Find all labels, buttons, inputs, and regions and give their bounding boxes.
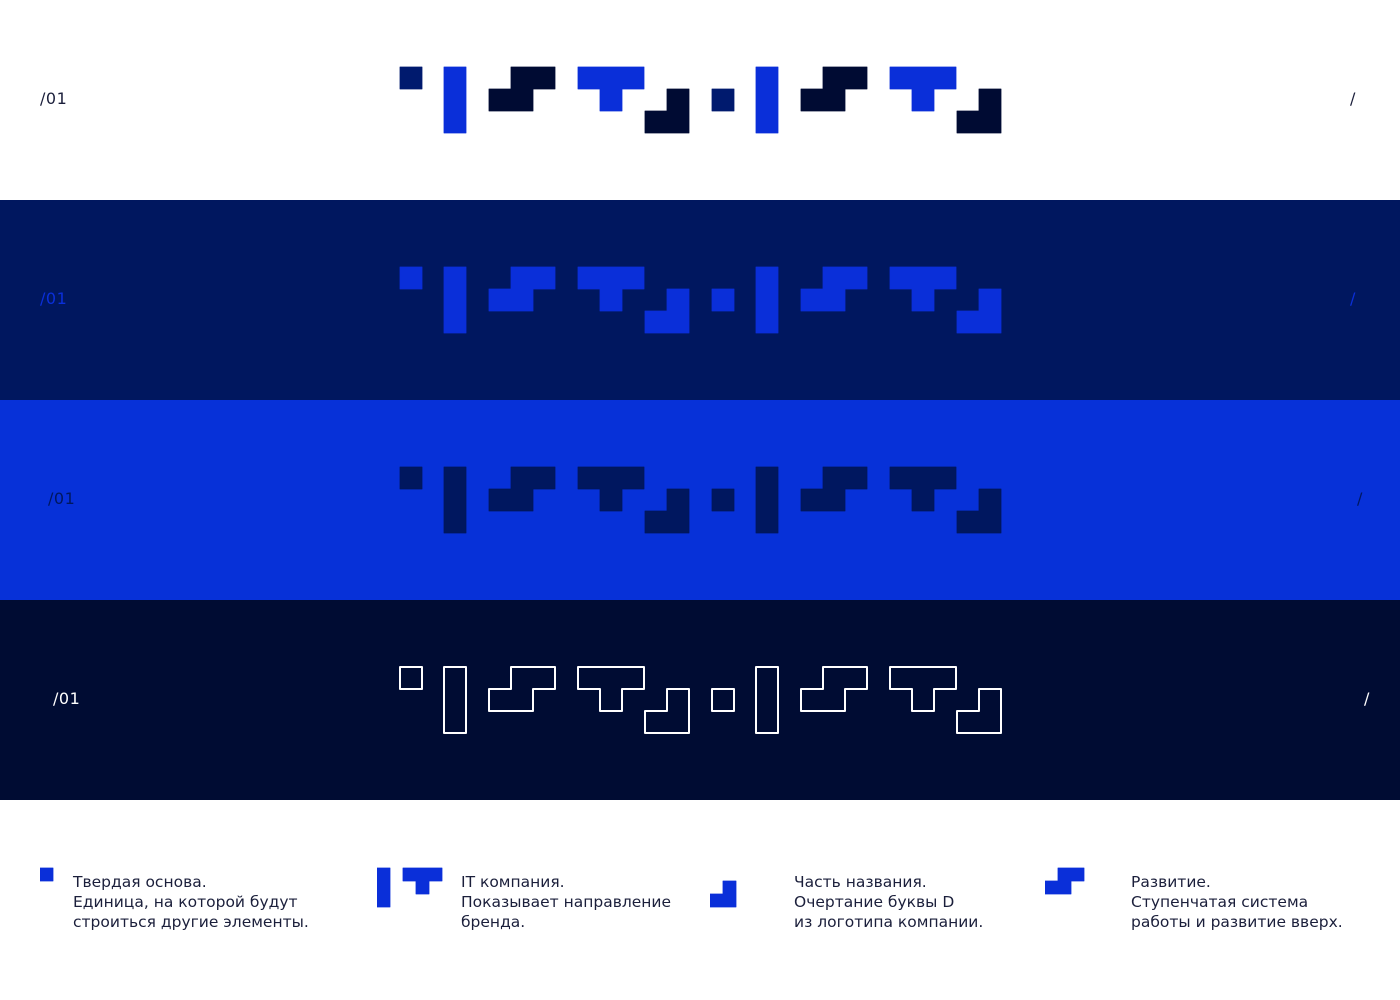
row-index-label: /01	[48, 489, 76, 508]
stair-shape	[1045, 867, 1085, 895]
pattern-row-4: /01 /	[0, 600, 1400, 800]
legend-text: Развитие. Ступенчатая система работы и р…	[1131, 872, 1343, 932]
square-shape	[399, 66, 423, 90]
bar-shape	[377, 867, 391, 908]
pattern-graphic	[399, 666, 1002, 734]
row-index-label: /01	[53, 689, 81, 708]
stair-shape	[800, 466, 868, 512]
square-shape	[711, 88, 735, 112]
legend-line: Твердая основа.	[73, 873, 207, 891]
tee-shape	[577, 666, 645, 712]
corner-shape	[644, 288, 690, 334]
square-shape	[711, 488, 735, 512]
pattern-row-2: /01 /	[0, 200, 1400, 400]
square-shape	[399, 266, 423, 290]
pattern-graphic	[399, 66, 1002, 134]
bar-shape	[755, 466, 779, 534]
legend-line: Развитие.	[1131, 873, 1211, 891]
bar-shape	[443, 666, 467, 734]
tee-shape	[577, 466, 645, 512]
bar-shape	[755, 266, 779, 334]
bar-shape	[443, 466, 467, 534]
pattern-row-3: /01 /	[0, 400, 1400, 600]
row-index-label: /01	[40, 89, 68, 108]
corner-shape	[644, 88, 690, 134]
square-shape	[40, 867, 54, 882]
corner-shape	[710, 880, 737, 908]
corner-shape	[956, 688, 1002, 734]
square-shape	[399, 466, 423, 490]
square-shape	[711, 688, 735, 712]
row-slash-label: /	[1357, 489, 1363, 508]
corner-shape	[644, 688, 690, 734]
pattern-row-1: /01 /	[0, 0, 1400, 200]
stair-shape	[800, 666, 868, 712]
legend-line: бренда.	[461, 913, 526, 931]
square-shape	[711, 288, 735, 312]
legend-line: работы и развитие вверх.	[1131, 913, 1343, 931]
legend-line: Часть названия.	[794, 873, 927, 891]
it-icon	[377, 867, 443, 908]
stair-icon	[1045, 867, 1085, 895]
legend-line: Очертание буквы D	[794, 893, 955, 911]
bar-shape	[443, 266, 467, 334]
tee-shape	[577, 266, 645, 312]
tee-shape	[889, 266, 957, 312]
tee-shape	[577, 66, 645, 112]
legend-line: Показывает направление	[461, 893, 672, 911]
stair-shape	[488, 466, 556, 512]
corner-shape	[956, 288, 1002, 334]
stair-shape	[488, 266, 556, 312]
corner-shape	[956, 488, 1002, 534]
stair-shape	[800, 266, 868, 312]
pattern-graphic	[399, 466, 1002, 534]
legend-line: строиться другие элементы.	[73, 913, 309, 931]
square-shape	[399, 666, 423, 690]
legend-line: из логотипа компании.	[794, 913, 984, 931]
row-slash-label: /	[1350, 289, 1356, 308]
legend-text: IT компания. Показывает направление брен…	[461, 872, 671, 932]
bar-shape	[755, 66, 779, 134]
tee-shape	[889, 666, 957, 712]
legend-text: Твердая основа. Единица, на которой буду…	[73, 872, 309, 932]
row-slash-label: /	[1364, 689, 1370, 708]
pattern-graphic	[399, 266, 1002, 334]
d-corner-icon	[710, 880, 737, 908]
legend-line: Единица, на которой будут	[73, 893, 298, 911]
tee-shape	[889, 466, 957, 512]
corner-shape	[956, 88, 1002, 134]
tee-shape	[889, 66, 957, 112]
row-index-label: /01	[40, 289, 68, 308]
stair-shape	[800, 66, 868, 112]
legend-line: IT компания.	[461, 873, 565, 891]
row-slash-label: /	[1350, 89, 1356, 108]
square-icon	[40, 867, 54, 882]
bar-shape	[755, 666, 779, 734]
legend-text: Часть названия. Очертание буквы D из лог…	[794, 872, 983, 932]
stair-shape	[488, 666, 556, 712]
legend-line: Ступенчатая система	[1131, 893, 1309, 911]
corner-shape	[644, 488, 690, 534]
stair-shape	[488, 66, 556, 112]
bar-shape	[443, 66, 467, 134]
tee-shape	[402, 867, 443, 895]
